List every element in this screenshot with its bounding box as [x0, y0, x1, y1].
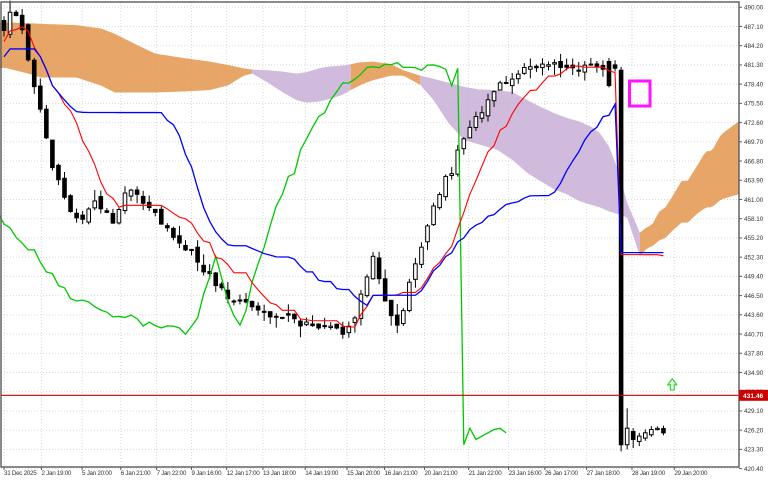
svg-text:26 Jan 17:00: 26 Jan 17:00 — [545, 470, 579, 477]
svg-text:9 Jan 16:00: 9 Jan 16:00 — [192, 470, 222, 477]
svg-text:14 Jan 19:00: 14 Jan 19:00 — [305, 470, 339, 477]
svg-text:29 Jan 20:00: 29 Jan 20:00 — [674, 470, 708, 477]
svg-text:446.50: 446.50 — [744, 293, 764, 300]
svg-text:440.70: 440.70 — [744, 331, 764, 338]
svg-text:463.90: 463.90 — [744, 178, 764, 185]
svg-text:423.30: 423.30 — [744, 447, 764, 454]
svg-text:478.40: 478.40 — [744, 81, 764, 88]
svg-text:443.60: 443.60 — [744, 312, 764, 319]
svg-text:15 Jan 20:00: 15 Jan 20:00 — [347, 470, 381, 477]
svg-text:458.10: 458.10 — [744, 216, 764, 223]
svg-text:28 Jan 19:00: 28 Jan 19:00 — [632, 470, 666, 477]
svg-text:466.80: 466.80 — [744, 158, 764, 165]
svg-text:452.30: 452.30 — [744, 254, 764, 261]
svg-text:21 Jan 22:00: 21 Jan 22:00 — [469, 470, 503, 477]
svg-text:7 Jan 22:00: 7 Jan 22:00 — [156, 470, 186, 477]
svg-text:431.46: 431.46 — [743, 393, 764, 400]
svg-text:5 Jan 20:00: 5 Jan 20:00 — [82, 470, 112, 477]
svg-text:472.60: 472.60 — [744, 120, 764, 127]
svg-text:23 Jan 16:00: 23 Jan 16:00 — [509, 470, 543, 477]
svg-text:27 Jan 18:00: 27 Jan 18:00 — [587, 470, 621, 477]
svg-text:461.00: 461.00 — [744, 197, 764, 204]
svg-text:13 Jan 18:00: 13 Jan 18:00 — [263, 470, 297, 477]
svg-text:429.10: 429.10 — [744, 408, 764, 415]
svg-text:490.00: 490.00 — [744, 5, 764, 12]
svg-text:20 Jan 21:00: 20 Jan 21:00 — [424, 470, 458, 477]
svg-text:2 Jan 19:00: 2 Jan 19:00 — [42, 470, 72, 477]
svg-text:475.50: 475.50 — [744, 101, 764, 108]
svg-text:481.30: 481.30 — [744, 62, 764, 69]
svg-text:16 Jan 21:00: 16 Jan 21:00 — [385, 470, 419, 477]
svg-text:31 Dec 2025: 31 Dec 2025 — [4, 470, 37, 477]
svg-text:6 Jan 21:00: 6 Jan 21:00 — [121, 470, 151, 477]
svg-text:455.20: 455.20 — [744, 235, 764, 242]
svg-text:469.70: 469.70 — [744, 139, 764, 146]
svg-text:12 Jan 17:00: 12 Jan 17:00 — [227, 470, 261, 477]
svg-text:487.10: 487.10 — [744, 24, 764, 31]
svg-text:434.90: 434.90 — [744, 370, 764, 377]
svg-text:449.40: 449.40 — [744, 274, 764, 281]
svg-text:426.20: 426.20 — [744, 427, 764, 434]
svg-text:437.80: 437.80 — [744, 351, 764, 358]
svg-text:420.40: 420.40 — [744, 466, 764, 473]
svg-text:484.20: 484.20 — [744, 43, 764, 50]
